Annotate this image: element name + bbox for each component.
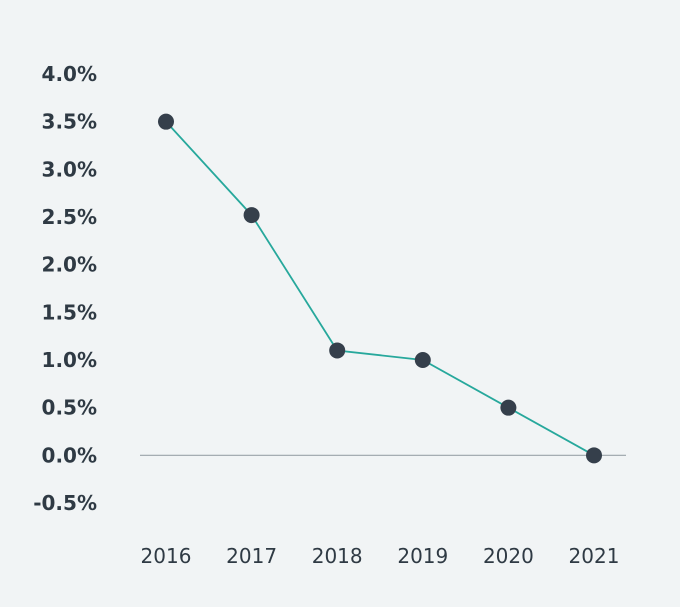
- y-tick-label: 2.0%: [42, 253, 97, 277]
- y-tick-label: 1.5%: [42, 300, 97, 324]
- x-tick-label: 2019: [397, 544, 448, 568]
- data-point-marker: [158, 113, 174, 130]
- series-line: [165, 121, 595, 457]
- y-tick-label: 0.0%: [42, 443, 97, 467]
- y-tick-label: 4.0%: [42, 62, 97, 86]
- x-tick-label: 2018: [312, 544, 363, 568]
- data-points: [158, 113, 602, 464]
- data-point-marker: [329, 342, 346, 359]
- data-point-marker: [414, 352, 431, 368]
- y-tick-label: -0.5%: [33, 491, 97, 515]
- x-tick-label: 2016: [141, 544, 192, 568]
- x-axis-ticks: 2016 2017 2018 2019 2020 2021: [141, 544, 620, 568]
- y-tick-label: 3.0%: [42, 157, 97, 181]
- y-tick-label: 0.5%: [42, 396, 97, 420]
- y-tick-label: 2.5%: [42, 205, 97, 229]
- data-point-marker: [586, 447, 602, 464]
- x-tick-label: 2021: [569, 544, 620, 568]
- x-tick-label: 2017: [226, 544, 277, 568]
- y-tick-label: 1.0%: [42, 348, 97, 372]
- data-point-marker: [243, 207, 260, 224]
- x-tick-label: 2020: [483, 544, 534, 568]
- data-point-marker: [500, 399, 517, 416]
- y-axis-ticks: 4.0% 3.5% 3.0% 2.5% 2.0% 1.5% 1.0% 0.5% 0.0% -0.5…: [33, 62, 97, 515]
- y-tick-label: 3.5%: [42, 110, 97, 134]
